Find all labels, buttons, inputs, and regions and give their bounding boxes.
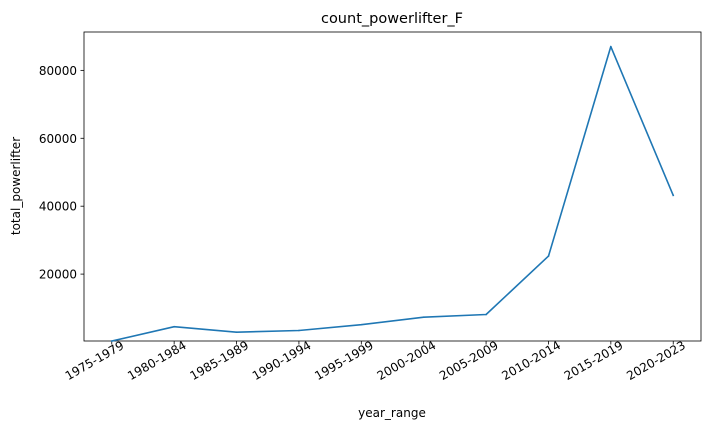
y-axis-title: total_powerlifter [9, 137, 23, 235]
y-tick-label: 80000 [39, 64, 77, 78]
chart-title: count_powerlifter_F [321, 11, 463, 27]
x-tick-label: 1975-1979 [63, 338, 127, 383]
data-point [547, 255, 550, 257]
x-tick-label: 1985-1989 [188, 338, 252, 383]
y-tick-label: 20000 [39, 268, 77, 282]
data-point [422, 316, 425, 319]
x-tick-label: 1990-1994 [250, 338, 314, 383]
plot-area: 200004000060000800001975-19791980-198419… [39, 31, 702, 383]
y-tick-label: 60000 [39, 132, 77, 146]
data-point [298, 329, 300, 332]
x-tick-label: 1980-1984 [125, 338, 189, 383]
data-point [485, 313, 487, 316]
x-tick-label: 1995-1999 [312, 338, 376, 383]
data-point [235, 331, 238, 333]
y-tick-label: 40000 [39, 200, 77, 214]
series-line [110, 45, 675, 342]
x-tick-label: 2010-2014 [499, 338, 563, 383]
data-point [110, 340, 113, 342]
data-point [672, 194, 675, 197]
x-tick-label: 2000-2004 [375, 338, 439, 383]
x-tick-label: 2005-2009 [437, 338, 501, 383]
data-point [173, 325, 175, 328]
x-tick-label: 2020-2023 [624, 338, 688, 383]
axes-frame [83, 31, 702, 342]
data-point [360, 323, 363, 326]
x-axis-title: year_range [358, 406, 426, 420]
data-point [610, 45, 612, 48]
x-tick-label: 2015-2019 [562, 338, 626, 383]
